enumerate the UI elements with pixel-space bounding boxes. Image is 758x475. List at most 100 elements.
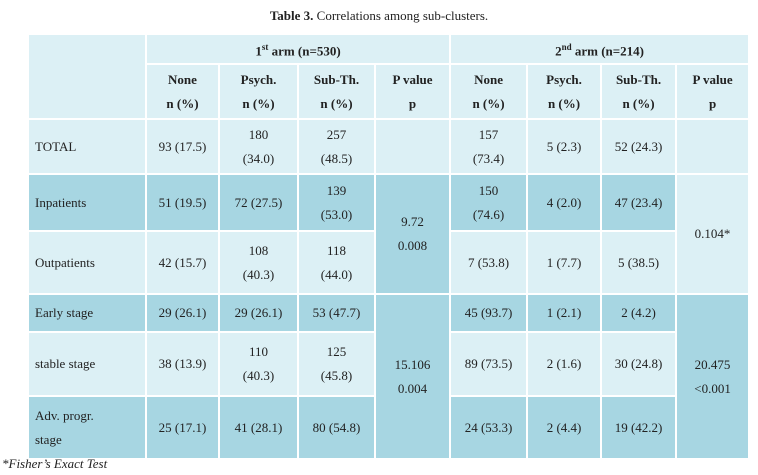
cell-line: n (%) (320, 95, 353, 111)
cell-line: P value (392, 71, 433, 87)
arm-header: 2nd arm (n=214) (449, 32, 751, 66)
corner-cell (27, 32, 147, 121)
data-row: Early stage 29 (26.1) 29 (26.1) 53 (47.7) 15… (27, 293, 751, 461)
cell-line: (40.3) (242, 266, 275, 282)
data-cell: 2 (4.2) (600, 293, 678, 334)
data-cell: 47 (23.4) (600, 173, 678, 233)
data-cell: 4 (2.0) (526, 173, 603, 233)
cell-line: 257 (326, 126, 347, 142)
column-header: None n (%) (449, 63, 529, 121)
data-cell: 2 (1.6) (526, 331, 603, 398)
cell-line: 150 (478, 182, 499, 198)
data-cell: 1 (7.7) (526, 230, 603, 296)
data-cell: 38 (13.9) (145, 331, 220, 398)
cell-line: (73.4) (472, 150, 505, 166)
arm-rest: arm (n=530) (268, 43, 341, 59)
cell-line: 157 (478, 126, 499, 142)
column-header: P value p (373, 63, 452, 121)
cell-line: Psych. (240, 71, 277, 87)
p-value-cell: 15.106 0.004 (373, 293, 452, 461)
data-cell: 80 (54.8) (297, 395, 376, 461)
title-text: Correlations among sub-clusters. (313, 8, 489, 23)
cell-line: (40.3) (242, 368, 275, 384)
column-header: Psych. n (%) (218, 63, 299, 121)
cell-line: 139 (326, 182, 347, 198)
cell-line: 20.475 (694, 356, 731, 372)
cell-line: P value (692, 71, 733, 87)
row-label: Inpatients (27, 173, 147, 233)
data-cell: 110 (40.3) (218, 331, 299, 398)
data-cell: 157 (73.4) (449, 118, 529, 176)
data-row: Adv. progr. stage 25 (17.1) 41 (28.1) 80 (54… (27, 395, 749, 461)
cell-line: n (%) (547, 95, 581, 111)
data-cell: 93 (17.5) (145, 118, 220, 176)
cell-line: (48.5) (320, 150, 353, 166)
data-row: Inpatients 51 (19.5) 72 (27.5) 139 (53.0) 9.7… (27, 173, 751, 296)
arm-sup: st (261, 42, 269, 52)
cell-line: Sub-Th. (615, 71, 662, 87)
data-cell: 25 (17.1) (145, 395, 220, 461)
data-cell: 52 (24.3) (600, 118, 678, 176)
table-title: Table 3. Correlations among sub-clusters… (0, 8, 758, 24)
cell-line: Sub-Th. (313, 71, 360, 87)
cell-line: n (%) (472, 95, 505, 111)
cell-line: Adv. progr. (35, 407, 94, 423)
cell-line: (45.8) (320, 368, 353, 384)
data-cell: 89 (73.5) (449, 331, 529, 398)
column-header: Psych. n (%) (526, 63, 603, 121)
p-value-cell: 20.475 <0.001 (675, 293, 751, 461)
title-bold: Table 3. (269, 8, 314, 23)
p-value-cell (675, 118, 751, 176)
data-cell: 30 (24.8) (600, 331, 678, 398)
data-cell: 29 (26.1) (145, 293, 220, 334)
cell-line: Psych. (546, 71, 582, 87)
data-cell: 41 (28.1) (218, 395, 299, 461)
p-value-cell: 9.72 0.008 (373, 173, 452, 296)
cell-line: n (%) (166, 95, 199, 111)
data-cell: 1 (2.1) (526, 293, 603, 334)
cell-line: (53.0) (320, 206, 353, 222)
cell-line: None (474, 71, 503, 87)
data-cell: 118 (44.0) (297, 230, 376, 296)
cell-line: 180 (248, 126, 269, 142)
data-cell: 45 (93.7) (449, 293, 529, 334)
footnote: *Fisher’s Exact Test (2, 456, 108, 471)
data-cell: 53 (47.7) (297, 293, 376, 334)
row-label: Outpatients (27, 230, 147, 296)
header-row: 1st arm (n=530) 2nd arm (n=214) (27, 32, 751, 121)
data-cell: 5 (38.5) (600, 230, 678, 296)
data-cell: 24 (53.3) (449, 395, 529, 461)
arm-num: 1 (255, 43, 262, 59)
cell-line: n (%) (622, 95, 655, 111)
data-cell: 42 (15.7) (145, 230, 220, 296)
row-label: Adv. progr. stage (27, 395, 147, 461)
column-header: Sub-Th. n (%) (297, 63, 376, 121)
cell-line: n (%) (242, 95, 275, 111)
header-row: None n (%) Psych. n (%) Sub-Th. n (%) P value p… (28, 63, 751, 121)
data-row: TOTAL 93 (17.5) 180 (34.0) 257 (48.5) 157 (73.4… (27, 118, 751, 176)
data-cell: 7 (53.8) (449, 230, 529, 296)
p-value-cell (373, 118, 452, 176)
cell-line: p (708, 95, 717, 111)
cell-line: stage (35, 431, 62, 447)
data-cell: 51 (19.5) (145, 173, 220, 233)
row-label: stable stage (27, 331, 147, 398)
cell-line: p (408, 95, 417, 111)
cell-line: 125 (326, 344, 347, 360)
table: 1st arm (n=530) 2nd arm (n=214) None n (%) P… (27, 32, 751, 461)
arm-sup: nd (561, 42, 572, 52)
cell-line: 118 (326, 242, 347, 258)
data-cell: 150 (74.6) (449, 173, 529, 233)
data-cell: 125 (45.8) (297, 331, 376, 398)
column-header: Sub-Th. n (%) (600, 63, 678, 121)
arm-header: 1st arm (n=530) (144, 32, 452, 66)
data-cell: 108 (40.3) (218, 230, 299, 296)
cell-line: 0.008 (397, 238, 428, 254)
data-cell: 5 (2.3) (526, 118, 603, 176)
cell-line: 0.104* (694, 226, 731, 242)
data-cell: 19 (42.2) (600, 395, 678, 461)
cell-line: (74.6) (472, 206, 505, 222)
cell-line: <0.001 (694, 380, 731, 396)
arm-num: 2 (555, 43, 562, 59)
